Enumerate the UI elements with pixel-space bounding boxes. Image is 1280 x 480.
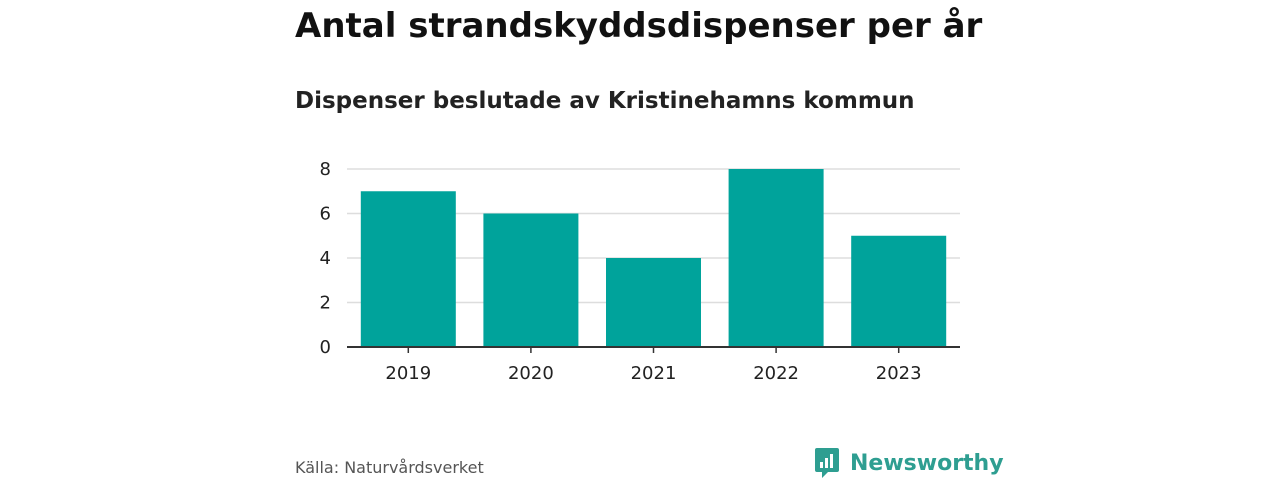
x-tick-label: 2019: [385, 363, 431, 384]
bar-2020: [483, 213, 579, 347]
y-tick-labels: 0 2 4 6 8: [320, 159, 331, 358]
y-tick-label: 2: [320, 293, 331, 314]
bar-chart: 0 2 4 6 8 2019 2020 2021 2022 2023: [320, 159, 960, 384]
brand-name: Newsworthy: [850, 450, 1004, 476]
bar-2023: [851, 235, 947, 347]
x-tick-labels: 2019 2020 2021 2022 2023: [385, 347, 922, 384]
x-tick-label: 2022: [753, 363, 799, 384]
newsworthy-logo-icon: [815, 448, 839, 478]
y-tick-label: 8: [320, 159, 331, 180]
source-note: Källa: Naturvårdsverket: [295, 458, 484, 477]
bar-2022: [728, 169, 824, 347]
y-tick-label: 4: [320, 248, 331, 269]
bar-2021: [606, 258, 701, 347]
x-tick-label: 2021: [631, 363, 677, 384]
chart-title: Antal strandskyddsdispenser per år: [295, 6, 983, 46]
x-tick-label: 2023: [876, 363, 922, 384]
y-tick-label: 0: [320, 337, 331, 358]
brand-logo: Newsworthy: [814, 447, 1004, 479]
bars: [360, 169, 947, 347]
y-tick-label: 6: [320, 204, 331, 225]
x-tick-label: 2020: [508, 363, 554, 384]
chart-subtitle: Dispenser beslutade av Kristinehamns kom…: [295, 88, 915, 114]
bar-2019: [360, 191, 456, 347]
